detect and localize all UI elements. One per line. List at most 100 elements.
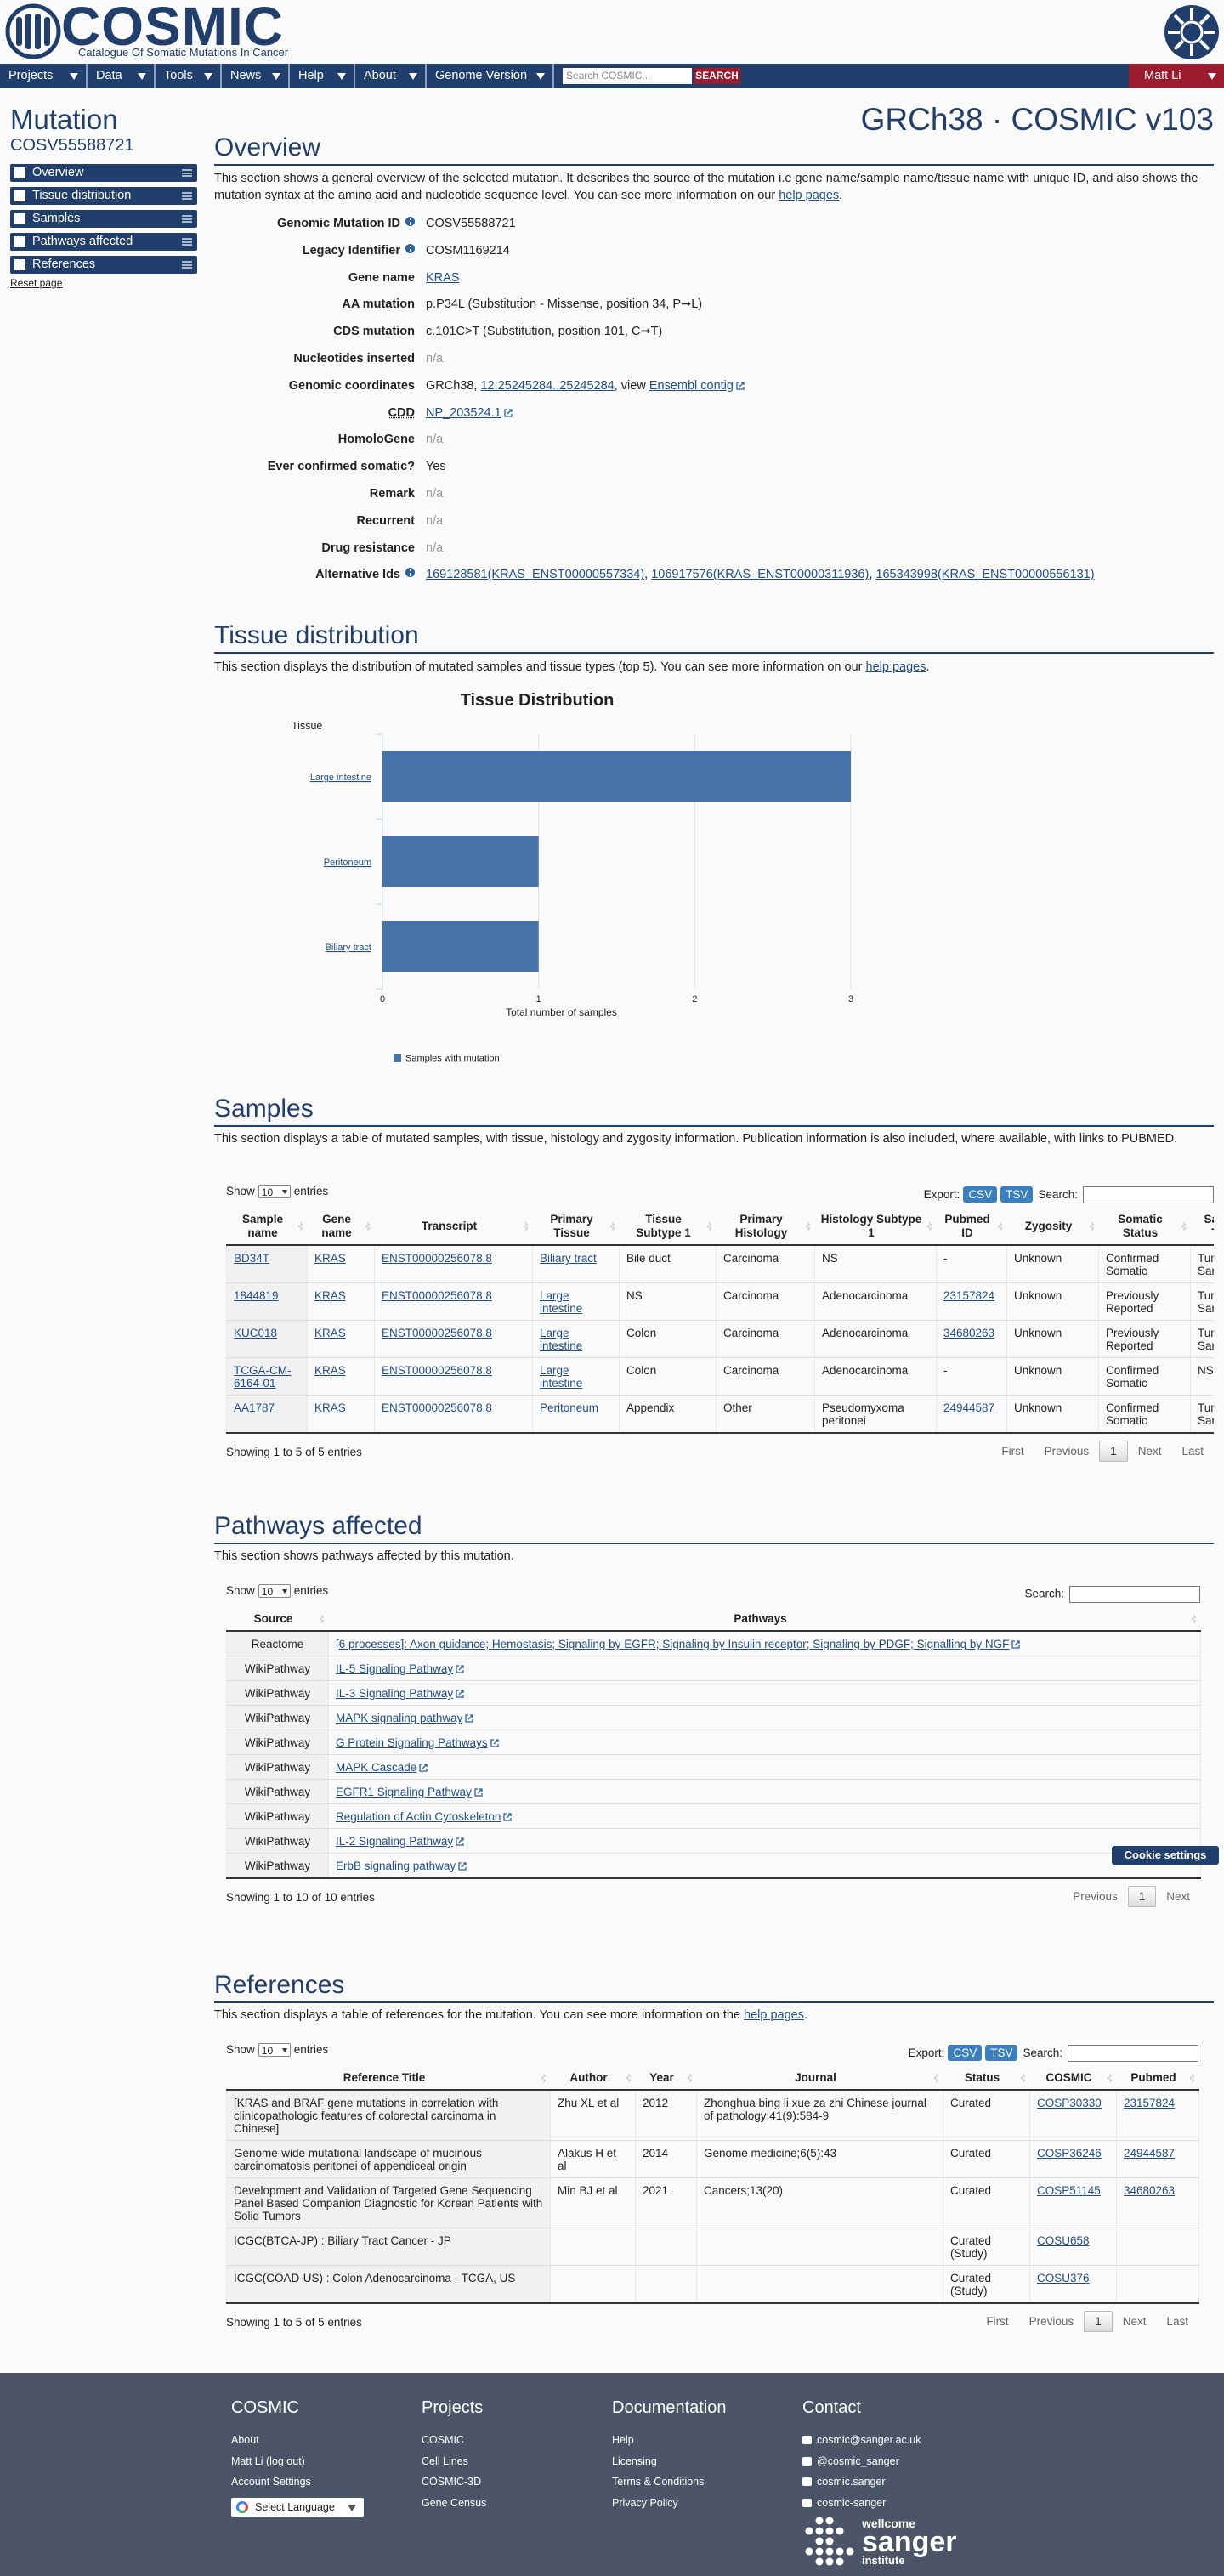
nav-item[interactable]: Help	[290, 64, 355, 88]
external-link[interactable]: IL-3 Signaling Pathway	[336, 1687, 454, 1700]
link[interactable]: 169128581(KRAS_ENST00000557334)	[426, 568, 645, 582]
external-link[interactable]: NP_203524.1	[426, 405, 502, 420]
link[interactable]: AA1787	[234, 1401, 275, 1414]
footer-link[interactable]: cosmic-sanger	[802, 2493, 921, 2514]
category-label[interactable]: Biliary tract	[326, 943, 371, 953]
footer-link[interactable]: cosmic.sanger	[802, 2471, 921, 2493]
footer-link[interactable]: Licensing	[612, 2451, 727, 2472]
footer-link[interactable]: About	[231, 2430, 364, 2451]
column-header[interactable]: Author	[550, 2067, 636, 2091]
link[interactable]: ENST00000256078.8	[382, 1364, 492, 1377]
column-header[interactable]: Source	[226, 1608, 329, 1632]
column-header[interactable]: Zygosity	[1006, 1209, 1099, 1246]
nav-item[interactable]: News	[222, 64, 290, 88]
link[interactable]: 165343998(KRAS_ENST00000556131)	[876, 568, 1095, 582]
link[interactable]: COSP36246	[1037, 2147, 1102, 2160]
section-nav-item[interactable]: References	[10, 256, 197, 274]
link[interactable]: ENST00000256078.8	[382, 1252, 492, 1265]
column-header[interactable]: Histology Subtype 1	[814, 1209, 937, 1246]
footer-link[interactable]: Account Settings	[231, 2471, 364, 2493]
nav-item[interactable]: About	[355, 64, 427, 88]
pager-button[interactable]: First	[1001, 1445, 1024, 1458]
column-header[interactable]: Transcript	[374, 1209, 533, 1246]
link[interactable]: 34680263	[944, 1327, 995, 1339]
pager-button[interactable]: Previous	[1073, 1890, 1118, 1903]
section-nav-item[interactable]: Tissue distribution	[10, 187, 197, 205]
length-select[interactable]: 10	[258, 1584, 291, 1599]
footer-link[interactable]: COSMIC	[422, 2430, 486, 2451]
footer-link[interactable]: Terms & Conditions	[612, 2471, 727, 2493]
footer-link[interactable]: COSMIC-3D	[422, 2471, 486, 2493]
footer-link[interactable]: Privacy Policy	[612, 2493, 727, 2514]
info-icon[interactable]	[405, 243, 415, 253]
link[interactable]: help pages	[865, 660, 926, 674]
link[interactable]: KRAS	[314, 1364, 346, 1377]
nav-item[interactable]: Projects	[0, 64, 88, 88]
link[interactable]: COSP30330	[1037, 2097, 1102, 2109]
external-link[interactable]: EGFR1 Signaling Pathway	[336, 1786, 472, 1798]
column-header[interactable]: Journal	[696, 2067, 944, 2091]
column-header[interactable]: Reference Title	[226, 2067, 551, 2091]
cookie-settings-button[interactable]: Cookie settings	[1112, 1846, 1219, 1865]
column-header[interactable]: Tissue Subtype 1	[619, 1209, 717, 1246]
link[interactable]: Large intestine	[540, 1327, 583, 1352]
section-nav-item[interactable]: Pathways affected	[10, 233, 197, 251]
link[interactable]: ENST00000256078.8	[382, 1327, 492, 1339]
page-button[interactable]: 1	[1127, 1886, 1157, 1907]
link[interactable]: KRAS	[426, 270, 460, 285]
search-input[interactable]: Search COSMIC...	[563, 68, 692, 84]
pager-button[interactable]: First	[986, 2315, 1009, 2328]
link[interactable]: 12:25245284..25245284	[480, 378, 615, 393]
info-icon[interactable]	[405, 217, 415, 226]
column-header[interactable]: Pathways	[328, 1608, 1201, 1632]
link[interactable]: KRAS	[314, 1252, 346, 1265]
table-search-input[interactable]	[1083, 1186, 1214, 1204]
csv-button[interactable]: CSV	[963, 1186, 998, 1203]
link[interactable]: KRAS	[314, 1327, 346, 1339]
info-icon[interactable]	[405, 568, 415, 578]
pager-button[interactable]: Previous	[1044, 1445, 1090, 1458]
link[interactable]: help pages	[744, 2008, 804, 2022]
length-select[interactable]: 10	[258, 2043, 291, 2058]
pager-button[interactable]: Next	[1137, 1445, 1162, 1458]
link[interactable]: 23157824	[1124, 2097, 1176, 2109]
external-link[interactable]: ErbB signaling pathway	[336, 1860, 456, 1872]
footer-link[interactable]: Gene Census	[422, 2493, 486, 2514]
language-select[interactable]: Select Language	[231, 2497, 364, 2517]
column-header[interactable]: Somatic Status	[1098, 1209, 1191, 1246]
external-link[interactable]: MAPK Cascade	[336, 1761, 417, 1774]
link[interactable]: 24944587	[944, 1401, 995, 1414]
column-header[interactable]: Status	[943, 2067, 1030, 2091]
footer-link[interactable]: Help	[612, 2430, 727, 2451]
external-link[interactable]: Regulation of Actin Cytoskeleton	[336, 1810, 502, 1823]
footer-link[interactable]: Cell Lines	[422, 2451, 486, 2472]
column-header[interactable]: Pubmed	[1116, 2067, 1199, 2091]
link[interactable]: 24944587	[1124, 2147, 1176, 2160]
reset-link[interactable]: Reset page	[10, 277, 63, 289]
category-label[interactable]: Large intestine	[310, 773, 371, 783]
pager-button[interactable]: Last	[1182, 1445, 1204, 1458]
user-menu[interactable]: Matt Li	[1129, 64, 1224, 88]
link[interactable]: Large intestine	[540, 1364, 583, 1390]
footer-link[interactable]: @cosmic_sanger	[802, 2451, 921, 2472]
pager-button[interactable]: Next	[1122, 2315, 1147, 2328]
link[interactable]: Peritoneum	[540, 1401, 599, 1414]
footer-link[interactable]: Matt Li (log out)	[231, 2451, 364, 2472]
page-button[interactable]: 1	[1099, 1441, 1128, 1462]
link[interactable]: BD34T	[234, 1252, 270, 1265]
external-link[interactable]: G Protein Signaling Pathways	[336, 1736, 488, 1749]
tsv-button[interactable]: TSV	[1000, 1186, 1034, 1203]
link[interactable]: ENST00000256078.8	[382, 1401, 492, 1414]
column-header[interactable]: Primary Histology	[716, 1209, 815, 1246]
length-select[interactable]: 10	[258, 1185, 291, 1199]
section-nav-item[interactable]: Overview	[10, 164, 197, 182]
column-header[interactable]: COSMIC	[1029, 2067, 1117, 2091]
page-button[interactable]: 1	[1084, 2311, 1113, 2332]
link[interactable]: 106917576(KRAS_ENST00000311936)	[651, 568, 870, 582]
external-link[interactable]: [6 processes]: Axon guidance; Hemostasis…	[336, 1638, 1010, 1650]
pager-button[interactable]: Next	[1166, 1890, 1190, 1903]
search-button[interactable]: SEARCH	[694, 68, 740, 84]
link[interactable]: 1844819	[234, 1289, 279, 1302]
nav-item[interactable]: Data	[88, 64, 156, 88]
link[interactable]: COSU376	[1037, 2272, 1090, 2284]
